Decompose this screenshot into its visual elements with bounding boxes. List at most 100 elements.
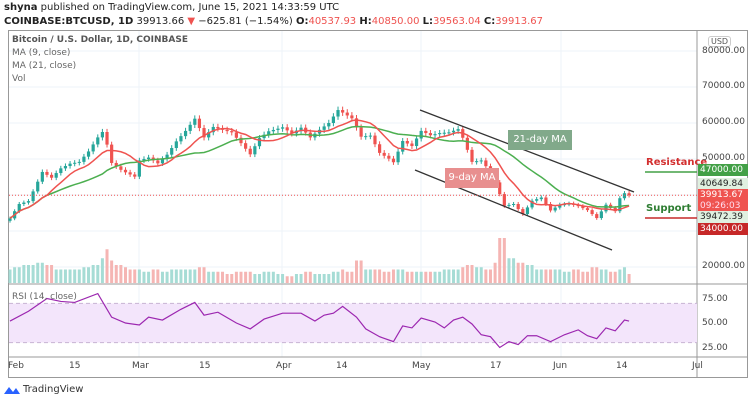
candle-body [475,161,479,163]
legend-ma9: MA (9, close) [12,48,71,58]
candle-body [119,166,123,170]
volume-bar [613,271,617,283]
tradingview-icon [4,386,20,394]
legend-rsi: RSI (14, close) [12,292,77,302]
volume-bar [257,274,261,283]
volume-bar [419,271,423,283]
volume-bar [179,269,183,283]
volume-bar [622,267,626,283]
volume-bar [567,271,571,283]
volume-bar [36,262,40,283]
x-tick: May [412,361,431,371]
x-tick: Apr [276,361,292,371]
candle-body [105,132,109,145]
candle-body [627,193,631,196]
candle-body [424,130,428,134]
volume-bar [549,269,553,283]
candle-body [604,204,608,212]
volume-bar [484,269,488,283]
volume-bar [530,265,534,283]
volume-bar [322,274,326,283]
x-tick: Jul [692,361,703,371]
volume-bar [595,267,599,283]
candle-body [36,181,40,192]
candle-body [156,160,160,164]
volume-bar [512,258,516,283]
volume-bar [8,269,12,283]
volume-bar [124,267,127,283]
candle-body [86,151,91,157]
candle-body [271,129,275,132]
volume-bar [572,269,576,283]
candle-body [216,126,220,129]
volume-bar [359,260,363,283]
candle-body [599,211,603,219]
change: −625.81 (−1.54%) [198,16,293,27]
volume-bar [539,269,543,283]
legend-title: Bitcoin / U.S. Dollar, 1D, COINBASE [12,35,189,45]
volume-bar [456,269,460,283]
candle-body [345,112,349,116]
candle-body [581,206,585,209]
low-price-tag: 39472.39 [698,211,748,223]
volume-bar [313,274,317,283]
down-arrow-icon: ▼ [187,16,196,27]
volume-bar [391,269,395,283]
volume-bar [465,265,469,283]
candle-body [451,130,456,133]
volume-bar [77,269,81,283]
volume-bar [174,269,178,283]
volume-bar [452,269,456,283]
volume-bar [586,271,589,283]
candle-body [147,157,151,159]
candle-body [354,118,359,128]
candle-body [544,197,548,204]
support-price-tag: 34000.00 [698,223,748,235]
volume-bar [119,265,123,283]
candle-body [373,135,377,145]
volume-bar [627,274,631,283]
x-tick: 15 [199,361,211,371]
volume-bar [350,271,354,283]
volume-bar [105,249,109,283]
candle-body [17,204,21,212]
volume-bar [447,269,451,283]
candle-body [447,132,451,134]
candle-body [49,174,54,178]
candle-body [456,129,460,131]
volume-bar [609,271,613,283]
price-tick: 70000.00 [702,81,745,91]
candle-body [253,146,257,155]
candle-body [22,202,26,204]
resistance-label: Resistance [646,157,708,168]
candle-body [359,127,363,137]
volume-bar [553,269,557,283]
candle-body [96,137,100,145]
support-label: Support [646,203,692,214]
volume-bar [73,269,77,283]
volume-bar [68,269,72,283]
candle-body [244,143,248,149]
low-value: 39563.04 [433,16,481,27]
candle-body [419,130,423,139]
tradingview-logo[interactable]: TradingView [4,384,83,395]
candle-body [336,110,340,117]
last-price-tag: 39913.67 [698,189,748,201]
candle-body [525,207,530,215]
ma9-line [9,119,630,219]
volume-bar [581,271,585,283]
volume-bar [31,265,35,283]
legend-vol: Vol [12,74,26,84]
ohlc-bar: COINBASE:BTCUSD, 1D 39913.66 ▼ −625.81 (… [4,16,543,27]
candle-body [54,173,58,178]
author: shyna [4,2,38,13]
candle-body [285,127,289,131]
volume-bar [207,271,211,283]
candle-body [548,204,553,211]
candle-body [558,204,562,208]
volume-bar [590,267,594,283]
candle-body [31,191,35,202]
volume-bar [54,269,58,283]
ma21-line [9,125,630,219]
